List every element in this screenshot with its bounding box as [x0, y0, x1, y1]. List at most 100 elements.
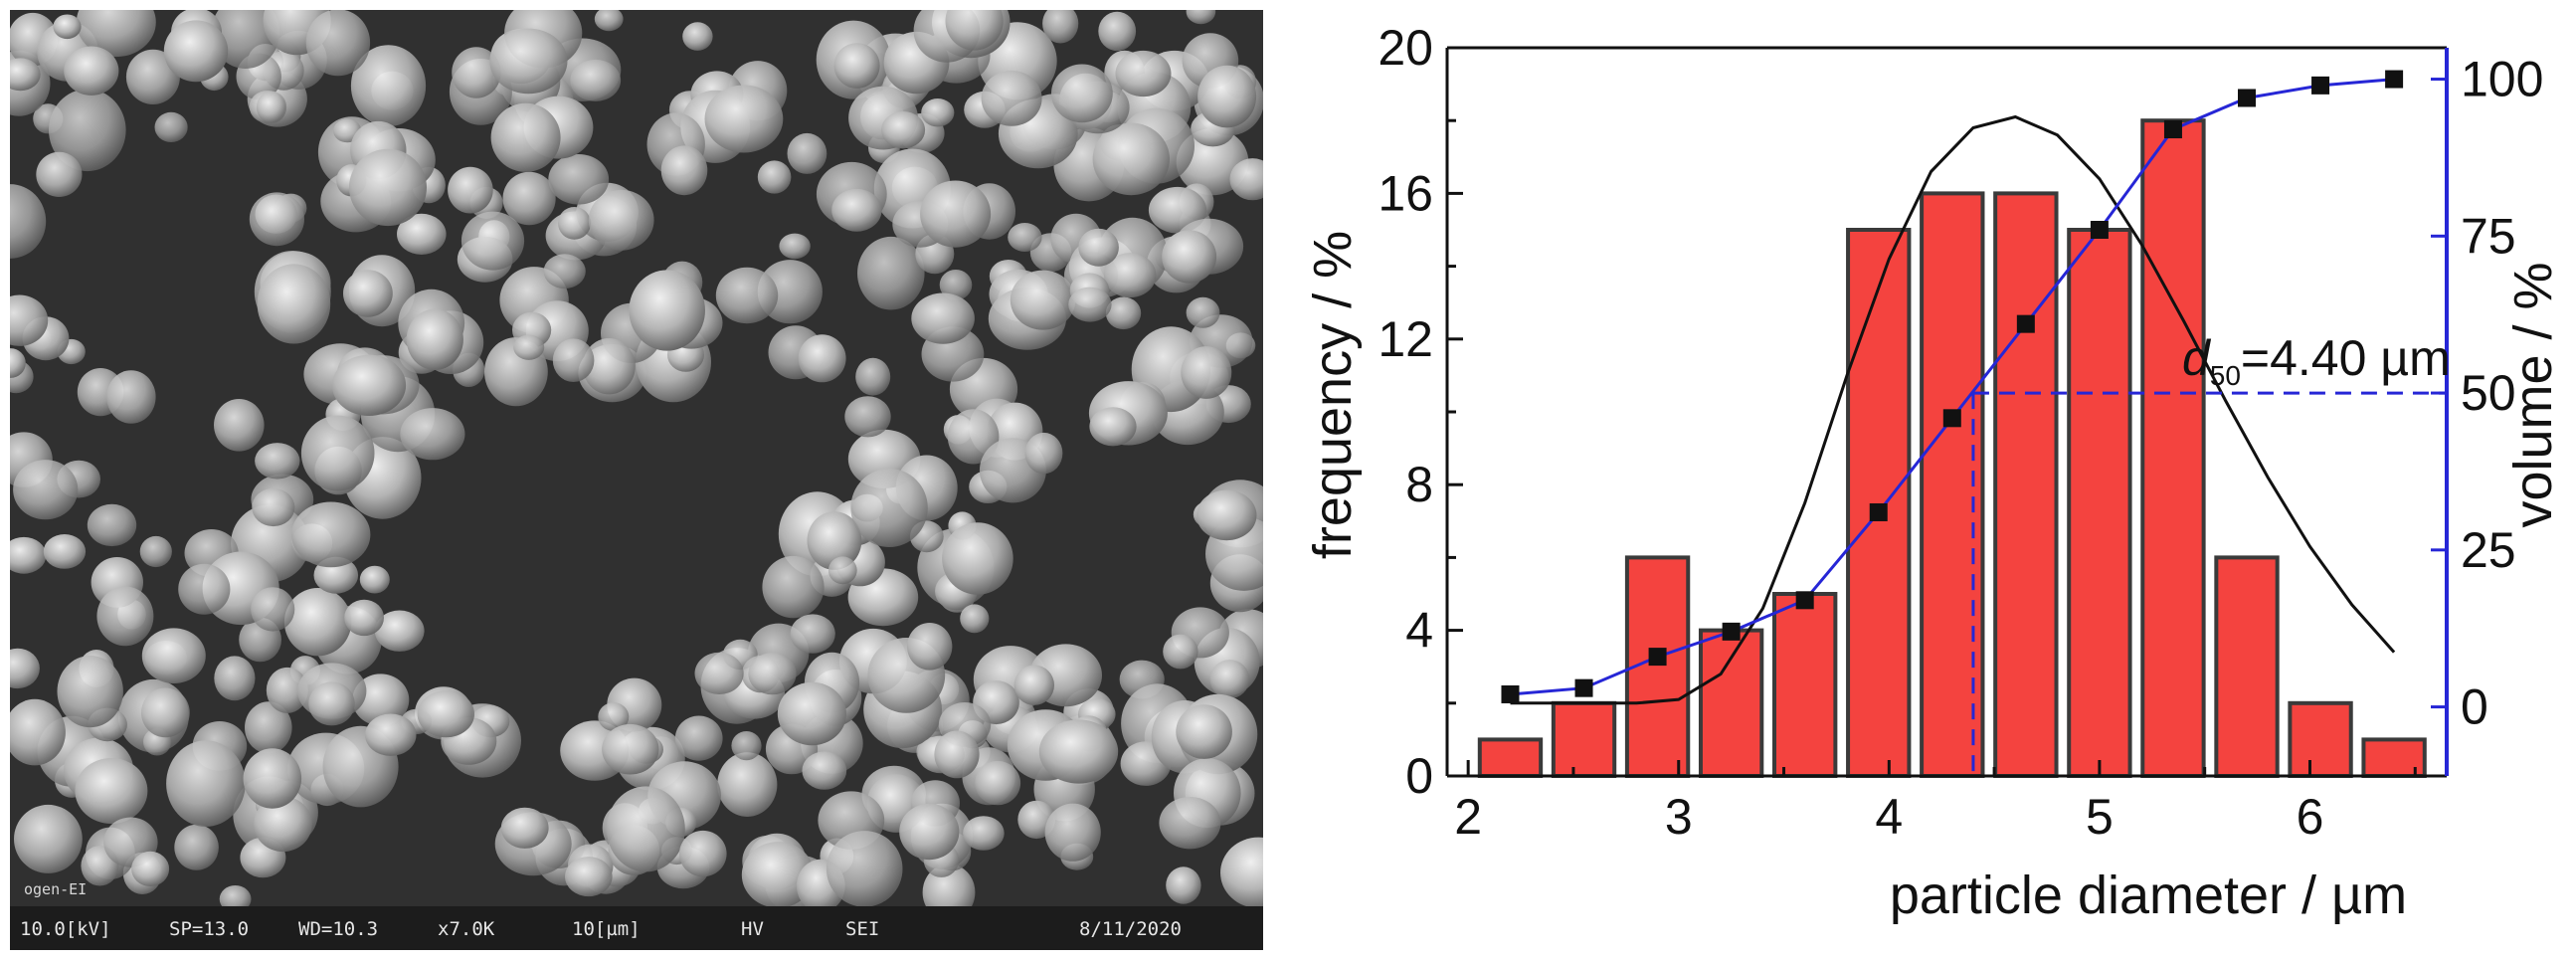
sem-particle	[1186, 10, 1216, 25]
volume-point	[1648, 648, 1667, 667]
sem-particle	[331, 354, 407, 416]
frequency-bars	[1477, 118, 2427, 779]
frequency-bar	[2288, 700, 2353, 778]
d50-symbol: d	[2182, 330, 2212, 386]
sem-particle	[945, 10, 1004, 51]
sem-particle	[10, 184, 47, 259]
sem-particle	[178, 563, 231, 615]
sem-particle	[10, 294, 49, 346]
sem-particle	[960, 604, 990, 634]
sem-micrograph: ogen-EI 10.0[kV] SP=13.0 WD=10.3 x7.0K 1…	[10, 10, 1263, 950]
sem-particle	[802, 751, 847, 790]
sem-particle	[76, 10, 156, 58]
volume-point	[2385, 70, 2404, 89]
sem-particle	[1104, 253, 1157, 298]
sem-particle	[1166, 866, 1201, 904]
sem-particle	[570, 59, 622, 101]
sem-particle	[594, 10, 624, 32]
volume-point	[2238, 89, 2256, 107]
y-left-tick-label: 16	[1378, 165, 1433, 221]
sem-particle	[757, 160, 792, 194]
volume-point	[2163, 120, 2182, 139]
sem-particle	[607, 786, 685, 872]
sem-particle	[502, 171, 556, 226]
sem-particle	[57, 656, 123, 728]
sem-particle	[548, 154, 610, 205]
sem-particle	[214, 399, 265, 452]
d50-subscript: 50	[2210, 360, 2241, 391]
sem-particle	[558, 207, 591, 240]
sem-particle	[1220, 837, 1263, 908]
chart-lines	[1501, 70, 2447, 776]
sem-particle	[1176, 704, 1232, 759]
sem-particle	[53, 14, 82, 40]
sem-particle	[704, 85, 784, 153]
sem-particle	[947, 409, 1000, 465]
frequency-bar	[1846, 228, 1912, 778]
sem-particle	[400, 408, 465, 461]
sem-particle	[602, 723, 659, 775]
sem-particle	[87, 503, 137, 547]
sem-particle	[214, 656, 256, 701]
sem-particle	[43, 534, 87, 569]
sem-particle	[406, 308, 463, 370]
sem-particle	[1024, 432, 1063, 475]
sem-particle	[679, 830, 727, 877]
sem-particle	[1186, 296, 1220, 328]
sem-info-bar: 10.0[kV] SP=13.0 WD=10.3 x7.0K 10[µm] HV…	[10, 906, 1263, 950]
frequency-bar	[2214, 555, 2280, 779]
sem-particle	[460, 211, 525, 271]
sem-particle	[565, 857, 613, 897]
sem-particle	[855, 357, 891, 396]
sem-particle	[1010, 270, 1076, 330]
sem-particle	[141, 628, 206, 683]
sem-particle	[582, 338, 636, 395]
sem-particle	[211, 10, 280, 69]
sem-logo-text: ogen-EI	[24, 880, 88, 898]
sem-particle	[96, 586, 154, 647]
sem-particle	[452, 47, 501, 98]
sem-particle	[252, 487, 295, 527]
sem-particle	[125, 49, 180, 104]
sem-date: 8/11/2020	[1079, 918, 1182, 940]
sem-particle	[14, 804, 83, 873]
y-axis-left-title: frequency / %	[1303, 231, 1363, 559]
sem-particle	[365, 713, 417, 756]
sem-mode-sei: SEI	[845, 918, 880, 940]
sem-particle	[266, 667, 308, 713]
frequency-bar	[2067, 228, 2132, 778]
frequency-bar	[1772, 592, 1838, 778]
volume-point	[2090, 221, 2109, 239]
sem-particle	[163, 20, 229, 83]
sem-particle	[1042, 10, 1079, 44]
sem-particle	[10, 348, 26, 378]
volume-point	[1501, 684, 1520, 703]
sem-particle	[305, 10, 371, 77]
sem-particle	[75, 758, 148, 824]
sem-particle	[552, 338, 595, 383]
y-right-tick-label: 75	[2461, 208, 2516, 264]
sem-particle	[49, 89, 126, 172]
sem-particle	[1089, 407, 1137, 447]
sem-particle	[881, 111, 926, 149]
sem-particle	[10, 648, 40, 689]
sem-mode-hv: HV	[741, 918, 764, 940]
sem-particle	[490, 102, 561, 172]
sem-particle	[629, 270, 705, 351]
sem-particle	[694, 652, 744, 695]
sem-particle	[921, 98, 955, 127]
x-tick-label: 6	[2297, 789, 2324, 845]
sem-particle	[244, 701, 292, 754]
x-axis-title: particle diameter / µm	[1890, 866, 2407, 925]
sem-particle	[1229, 158, 1263, 201]
sem-particle	[1148, 186, 1207, 234]
sem-particle	[798, 334, 846, 383]
sem-particle	[1013, 665, 1054, 705]
sem-particle	[1159, 797, 1221, 850]
frequency-bar	[1698, 628, 1764, 778]
sem-particle	[920, 180, 992, 248]
sem-particle	[308, 681, 355, 726]
sem-particle	[141, 687, 190, 738]
sem-particle	[1163, 634, 1198, 670]
sem-particle	[10, 536, 47, 574]
